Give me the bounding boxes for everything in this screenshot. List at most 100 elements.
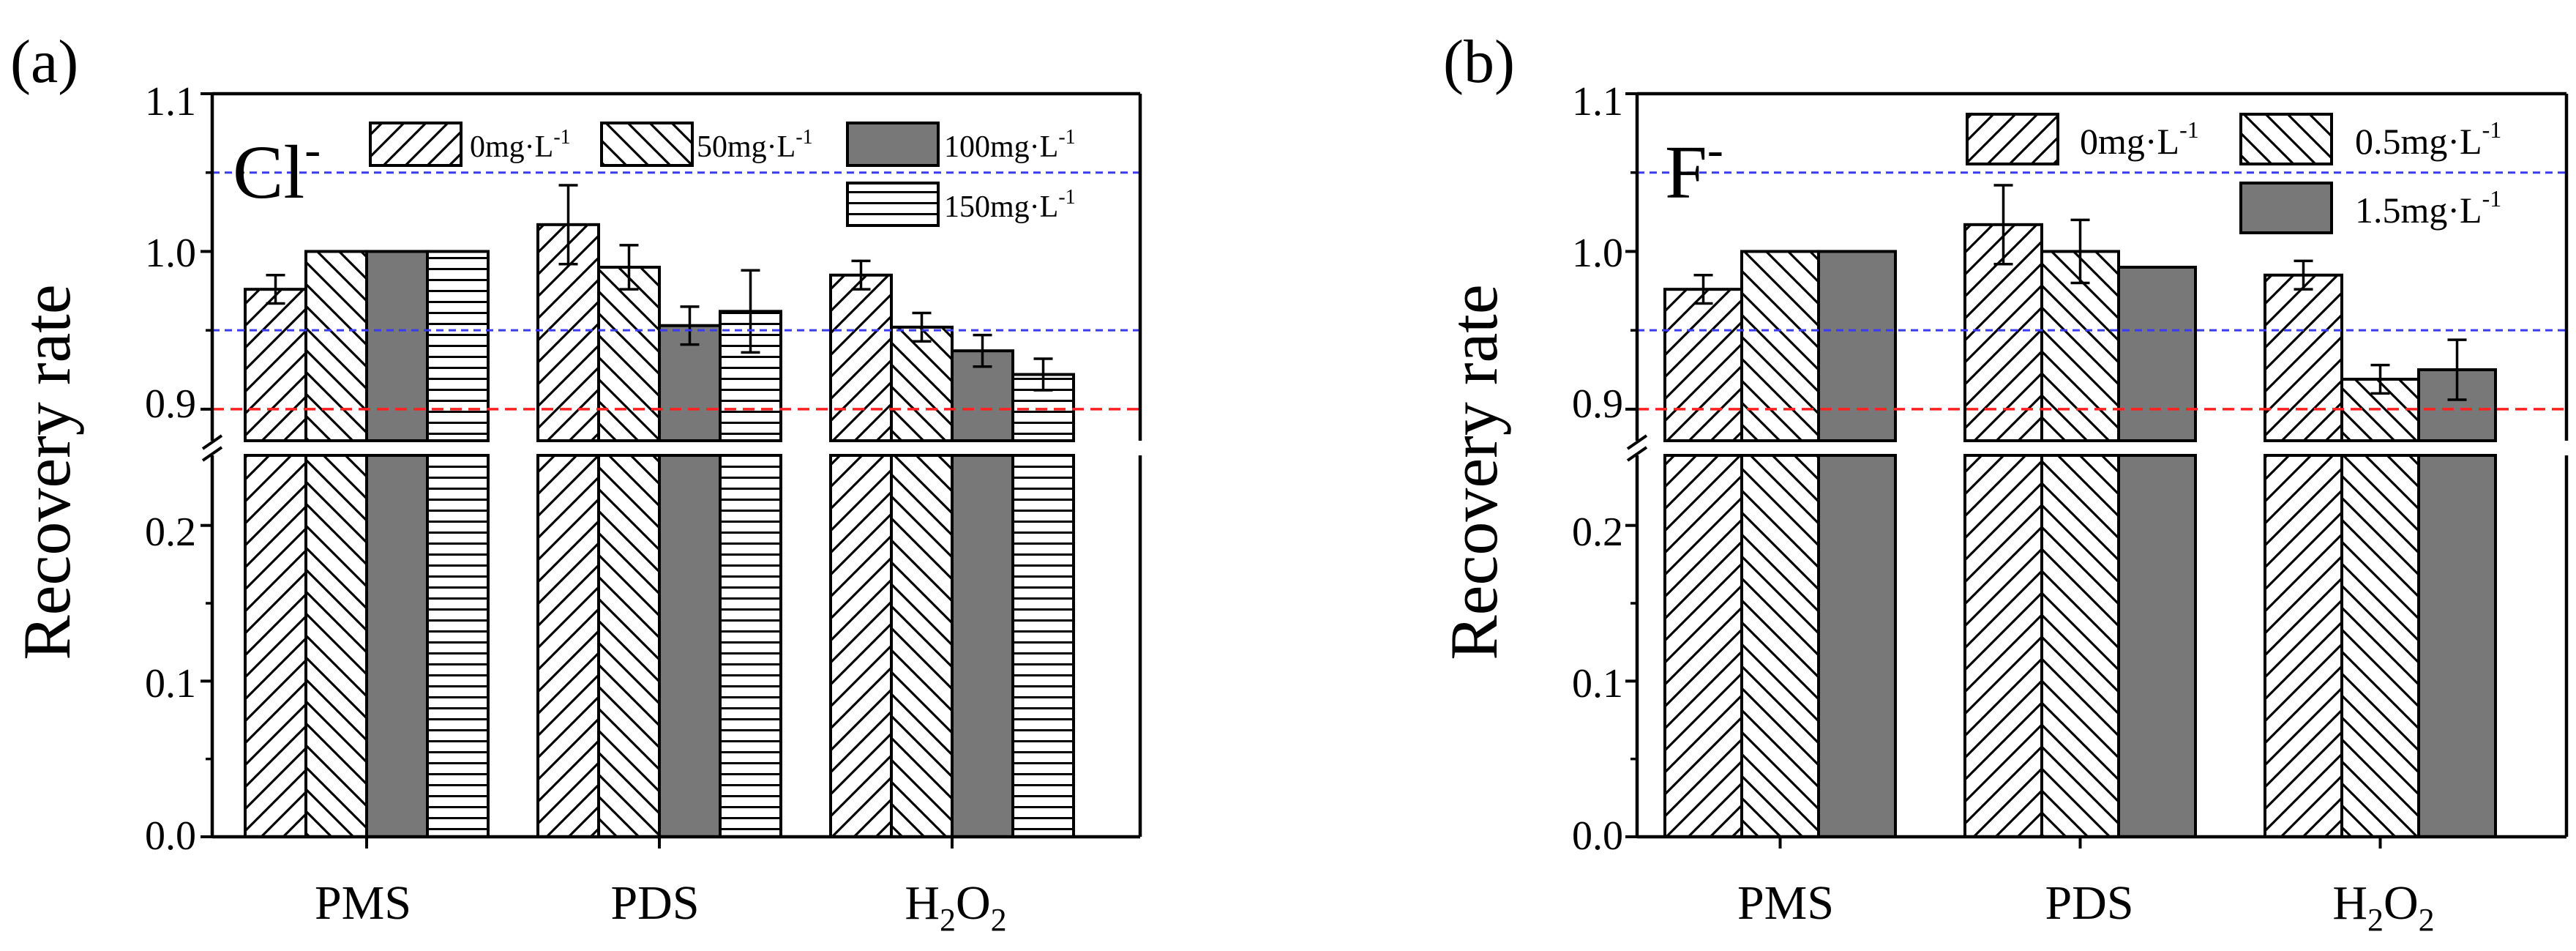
- error-bar: [1033, 357, 1053, 392]
- x-category-label: PMS: [1737, 876, 1834, 930]
- ion-label: Cl-: [233, 123, 321, 215]
- error-bar: [1993, 184, 2013, 266]
- bar-lower: [426, 454, 490, 838]
- legend-label: 50mg·L-1: [697, 126, 813, 164]
- error-bar: [2294, 259, 2313, 291]
- error-bar: [741, 269, 760, 354]
- y-tick-label: 0.0: [145, 813, 196, 859]
- bar-lower: [597, 454, 661, 838]
- bar-lower: [365, 454, 429, 838]
- error-bar: [680, 305, 700, 346]
- error-bar: [2370, 363, 2390, 395]
- legend-item: 150mg·L-1: [846, 182, 1076, 227]
- error-bar: [2070, 218, 2090, 285]
- bar-lower: [304, 454, 368, 838]
- bar-upper: [244, 288, 307, 442]
- bar-lower: [2264, 454, 2343, 838]
- y-tick-label: 1.0: [145, 231, 196, 276]
- y-axis-label: Recovery rate: [10, 284, 84, 660]
- axis-break-mark: [1626, 446, 1648, 462]
- legend: 0mg·L-1 50mg·L-1 100mg·L-1 150mg·L-1: [369, 122, 1076, 227]
- bar-lower: [244, 454, 307, 838]
- y-tick-label: 0.0: [1572, 813, 1623, 859]
- legend-swatch: [846, 182, 940, 227]
- legend-swatch: [846, 122, 940, 167]
- y-tick-label: 1.1: [1572, 79, 1623, 124]
- bar-lower: [1963, 454, 2043, 838]
- x-category-label: PDS: [2045, 876, 2133, 930]
- legend-swatch: [369, 122, 463, 167]
- bar-lower: [1740, 454, 1820, 838]
- legend: 0mg·L-1 0.5mg·L-1 1.5mg·L-1: [1966, 113, 2501, 234]
- bar-lower: [829, 454, 893, 838]
- axes-frame: [1615, 92, 2576, 849]
- bars: [1663, 184, 2497, 838]
- axis-break-gap: [1615, 443, 2576, 453]
- legend-label: 0.5mg·L-1: [2355, 116, 2501, 162]
- bar-lower: [2117, 454, 2197, 838]
- x-category-labels: PMS PDS H2O2: [1737, 876, 2435, 938]
- x-category-label: PMS: [315, 876, 411, 930]
- bar-lower: [536, 454, 600, 838]
- bar-upper: [1663, 288, 1743, 442]
- legend-label: 100mg·L-1: [944, 126, 1076, 164]
- error-bar: [558, 184, 578, 266]
- bar-lower: [1817, 454, 1897, 838]
- error-bar: [851, 259, 871, 291]
- y-tick-label: 0.2: [145, 510, 196, 555]
- axis-break-mark: [201, 434, 223, 450]
- y-tick-label: 1.1: [145, 79, 196, 124]
- bar-upper: [829, 273, 893, 443]
- bar-upper: [1740, 250, 1820, 442]
- bar-upper: [1817, 250, 1897, 442]
- x-category-label: H2O2: [2332, 876, 2434, 938]
- bar-lower: [658, 454, 722, 838]
- y-tick-label: 1.0: [1572, 231, 1623, 276]
- axes-frame: [190, 92, 1162, 849]
- reference-lines: [212, 171, 1140, 411]
- legend-item: 50mg·L-1: [600, 122, 813, 167]
- bar-lower: [2340, 454, 2420, 838]
- panel-label: (b): [1443, 28, 1515, 96]
- legend-label: 1.5mg·L-1: [2355, 185, 2501, 231]
- legend-swatch: [2239, 113, 2333, 165]
- error-bar: [912, 311, 932, 343]
- bar-lower: [2040, 454, 2120, 838]
- error-bar: [619, 244, 639, 291]
- bar-upper: [2264, 273, 2343, 443]
- bar-lower: [2417, 454, 2497, 838]
- bar-upper: [426, 250, 490, 442]
- x-category-label: H2O2: [905, 876, 1006, 938]
- legend-item: 1.5mg·L-1: [2239, 182, 2501, 234]
- legend-swatch: [600, 122, 694, 167]
- reference-lines: [1637, 171, 2566, 411]
- error-bar: [973, 333, 992, 368]
- y-tick-labels: 0.9 1.0 1.1 0.0 0.1 0.2: [1572, 79, 1623, 859]
- bar-upper: [890, 325, 954, 443]
- y-tick-label: 0.9: [1572, 381, 1623, 427]
- legend-item: 0mg·L-1: [369, 122, 571, 167]
- bar-lower: [951, 454, 1014, 838]
- bar-upper: [304, 250, 368, 442]
- y-tick-label: 0.2: [1572, 510, 1623, 555]
- error-bar: [1693, 274, 1713, 305]
- legend-label: 0mg·L-1: [2080, 116, 2199, 162]
- y-axis-label: Recovery rate: [1437, 284, 1511, 660]
- legend-label: 150mg·L-1: [944, 186, 1076, 224]
- bar-upper: [2117, 266, 2197, 442]
- axis-break-gap: [190, 443, 1162, 453]
- legend-item: 100mg·L-1: [846, 122, 1076, 167]
- legend-swatch: [1966, 113, 2059, 165]
- bar-upper: [597, 266, 661, 442]
- chart-panel-a: (a) Recovery rate 0.9 1.0 1.1 0.0 0.1 0.…: [10, 28, 1162, 938]
- bar-upper: [365, 250, 429, 442]
- y-tick-label: 0.1: [145, 661, 196, 706]
- error-bar: [266, 274, 285, 305]
- bar-lower: [1011, 454, 1075, 838]
- bar-lower: [1663, 454, 1743, 838]
- x-category-labels: PMS PDS H2O2: [315, 876, 1007, 938]
- panel-label: (a): [10, 28, 78, 96]
- bar-lower: [719, 454, 782, 838]
- chart-panel-b: (b) Recovery rate 0.9 1.0 1.1 0.0 0.1 0.…: [1437, 28, 2576, 938]
